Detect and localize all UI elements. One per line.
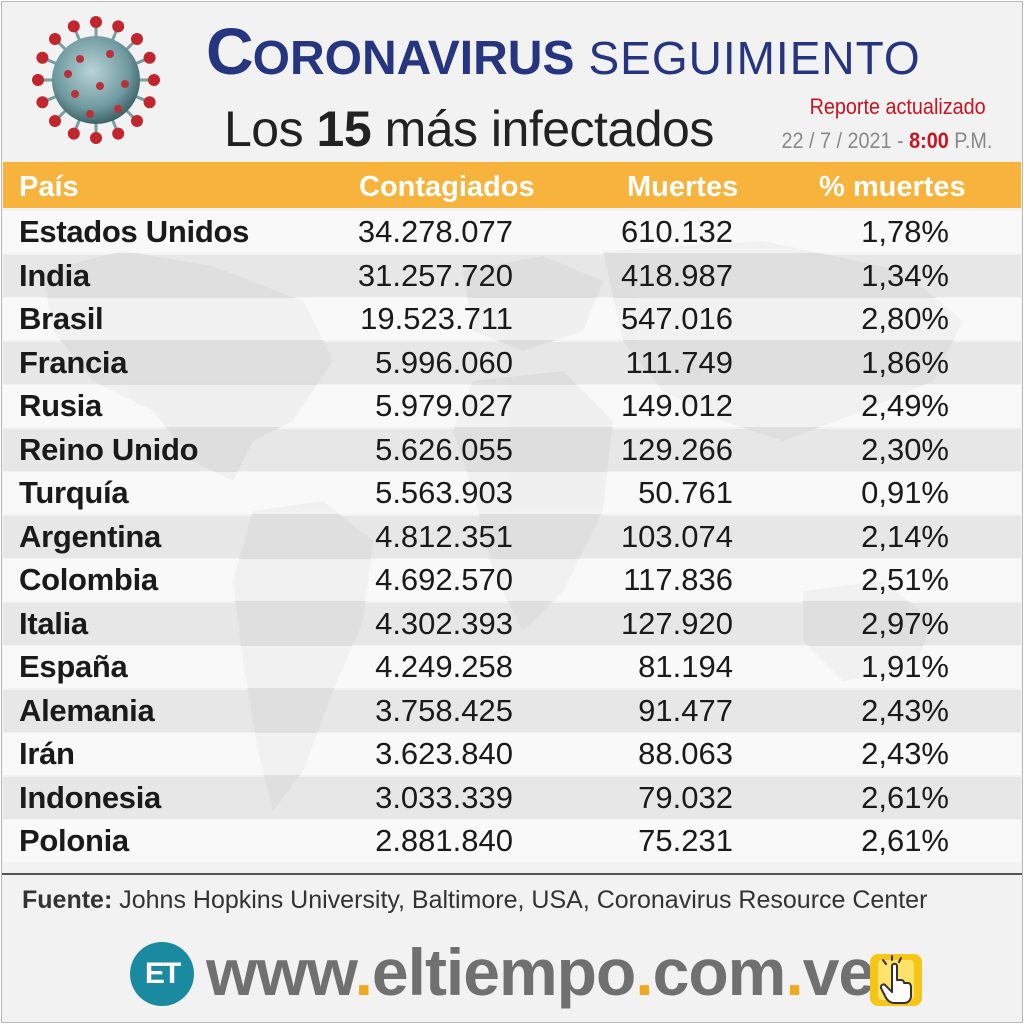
country-cell: Irán bbox=[19, 736, 75, 771]
table-row: Colombia 4.692.570 117.836 2,51% bbox=[3, 559, 1021, 601]
table-row: Irán 3.623.840 88.063 2,43% bbox=[3, 733, 1021, 775]
cases-cell: 4.302.393 bbox=[375, 606, 513, 641]
cases-cell: 4.692.570 bbox=[375, 562, 513, 597]
table-row: Argentina 4.812.351 103.074 2,14% bbox=[3, 516, 1021, 558]
death-pct-cell: 0,91% bbox=[861, 475, 949, 510]
divider bbox=[2, 873, 1022, 875]
cases-cell: 3.033.339 bbox=[375, 780, 513, 815]
deaths-cell: 129.266 bbox=[620, 432, 733, 467]
table-header: País Contagiados Muertes % muertes bbox=[3, 162, 1021, 208]
table-row: Italia 4.302.393 127.920 2,97% bbox=[3, 603, 1021, 645]
country-cell: Indonesia bbox=[19, 780, 161, 815]
country-cell: Turquía bbox=[19, 475, 129, 510]
source-note: Fuente: Johns Hopkins University, Baltim… bbox=[22, 886, 928, 914]
cases-cell: 34.278.077 bbox=[357, 214, 513, 249]
death-pct-cell: 1,91% bbox=[861, 649, 949, 684]
cases-cell: 5.563.903 bbox=[375, 475, 513, 510]
death-pct-cell: 2,14% bbox=[861, 519, 949, 554]
page-title: CORONAVIRUS SEGUIMIENTO bbox=[206, 14, 921, 88]
deaths-cell: 127.920 bbox=[620, 606, 733, 641]
country-cell: Francia bbox=[19, 345, 128, 380]
cases-cell: 4.812.351 bbox=[375, 519, 513, 554]
deaths-cell: 547.016 bbox=[620, 301, 733, 336]
deaths-cell: 91.477 bbox=[638, 693, 733, 728]
death-pct-cell: 2,43% bbox=[861, 693, 949, 728]
country-cell: Colombia bbox=[19, 562, 158, 597]
table-body: Estados Unidos 34.278.077 610.132 1,78% Indi… bbox=[3, 211, 1021, 872]
deaths-cell: 79.032 bbox=[638, 780, 733, 815]
cases-cell: 5.626.055 bbox=[375, 432, 513, 467]
death-pct-cell: 2,49% bbox=[861, 388, 949, 423]
cases-cell: 3.758.425 bbox=[375, 693, 513, 728]
death-pct-cell: 1,86% bbox=[861, 345, 949, 380]
table-row: Francia 5.996.060 111.749 1,86% bbox=[3, 342, 1021, 384]
header-deaths: Muertes bbox=[627, 171, 739, 203]
country-cell: España bbox=[19, 649, 128, 684]
death-pct-cell: 2,97% bbox=[861, 606, 949, 641]
table-row: Polonia 2.881.840 75.231 2,61% bbox=[3, 820, 1021, 862]
report-label: Reporte actualizado bbox=[809, 94, 986, 119]
coronavirus-icon bbox=[32, 16, 160, 144]
header-country: País bbox=[19, 171, 79, 203]
deaths-cell: 50.761 bbox=[638, 475, 733, 510]
death-pct-cell: 2,43% bbox=[861, 736, 949, 771]
table-row: Rusia 5.979.027 149.012 2,49% bbox=[3, 385, 1021, 427]
country-cell: Brasil bbox=[19, 301, 104, 336]
deaths-cell: 111.749 bbox=[625, 345, 733, 380]
country-cell: Polonia bbox=[19, 823, 129, 858]
death-pct-cell: 1,34% bbox=[861, 258, 949, 293]
country-cell: Alemania bbox=[19, 693, 155, 728]
deaths-cell: 103.074 bbox=[620, 519, 733, 554]
country-cell: India bbox=[19, 258, 90, 293]
cases-cell: 5.979.027 bbox=[375, 388, 513, 423]
deaths-cell: 418.987 bbox=[620, 258, 733, 293]
death-pct-cell: 2,80% bbox=[861, 301, 949, 336]
cases-cell: 5.996.060 bbox=[375, 345, 513, 380]
country-cell: Reino Unido bbox=[19, 432, 199, 467]
pointing-hand-icon bbox=[870, 954, 922, 1006]
country-cell: Italia bbox=[19, 606, 88, 641]
table-row: Estados Unidos 34.278.077 610.132 1,78% bbox=[3, 211, 1021, 253]
deaths-cell: 149.012 bbox=[620, 388, 733, 423]
deaths-cell: 117.836 bbox=[623, 562, 733, 597]
table-row: Indonesia 3.033.339 79.032 2,61% bbox=[3, 777, 1021, 819]
cases-cell: 31.257.720 bbox=[357, 258, 513, 293]
cases-cell: 3.623.840 bbox=[375, 736, 513, 771]
table-row: Alemania 3.758.425 91.477 2,43% bbox=[3, 690, 1021, 732]
country-cell: Argentina bbox=[19, 519, 161, 554]
country-cell: Rusia bbox=[19, 388, 102, 423]
cases-cell: 2.881.840 bbox=[375, 823, 513, 858]
table-row: India 31.257.720 418.987 1,34% bbox=[3, 255, 1021, 297]
website-link[interactable]: www.eltiempo.com.ve bbox=[206, 935, 875, 1009]
page-subtitle: Los 15 más infectados bbox=[224, 101, 714, 157]
table-row: España 4.249.258 81.194 1,91% bbox=[3, 646, 1021, 688]
deaths-cell: 81.194 bbox=[638, 649, 733, 684]
death-pct-cell: 2,30% bbox=[861, 432, 949, 467]
table-row: Brasil 19.523.711 547.016 2,80% bbox=[3, 298, 1021, 340]
death-pct-cell: 2,51% bbox=[861, 562, 949, 597]
report-date: 22 / 7 / 2021 - 8:00 P.M. bbox=[781, 128, 992, 153]
country-cell: Estados Unidos bbox=[19, 214, 250, 249]
table-row: Turquía 5.563.903 50.761 0,91% bbox=[3, 472, 1021, 514]
deaths-cell: 610.132 bbox=[620, 214, 733, 249]
death-pct-cell: 2,61% bbox=[861, 780, 949, 815]
header-death-pct: % muertes bbox=[819, 171, 966, 203]
death-pct-cell: 1,78% bbox=[861, 214, 949, 249]
header-cases: Contagiados bbox=[359, 171, 535, 203]
deaths-cell: 88.063 bbox=[638, 736, 733, 771]
cases-cell: 4.249.258 bbox=[375, 649, 513, 684]
eltiempo-logo: ET bbox=[130, 942, 194, 1006]
table-row: Reino Unido 5.626.055 129.266 2,30% bbox=[3, 429, 1021, 471]
death-pct-cell: 2,61% bbox=[861, 823, 949, 858]
deaths-cell: 75.231 bbox=[638, 823, 733, 858]
cases-cell: 19.523.711 bbox=[360, 301, 513, 336]
